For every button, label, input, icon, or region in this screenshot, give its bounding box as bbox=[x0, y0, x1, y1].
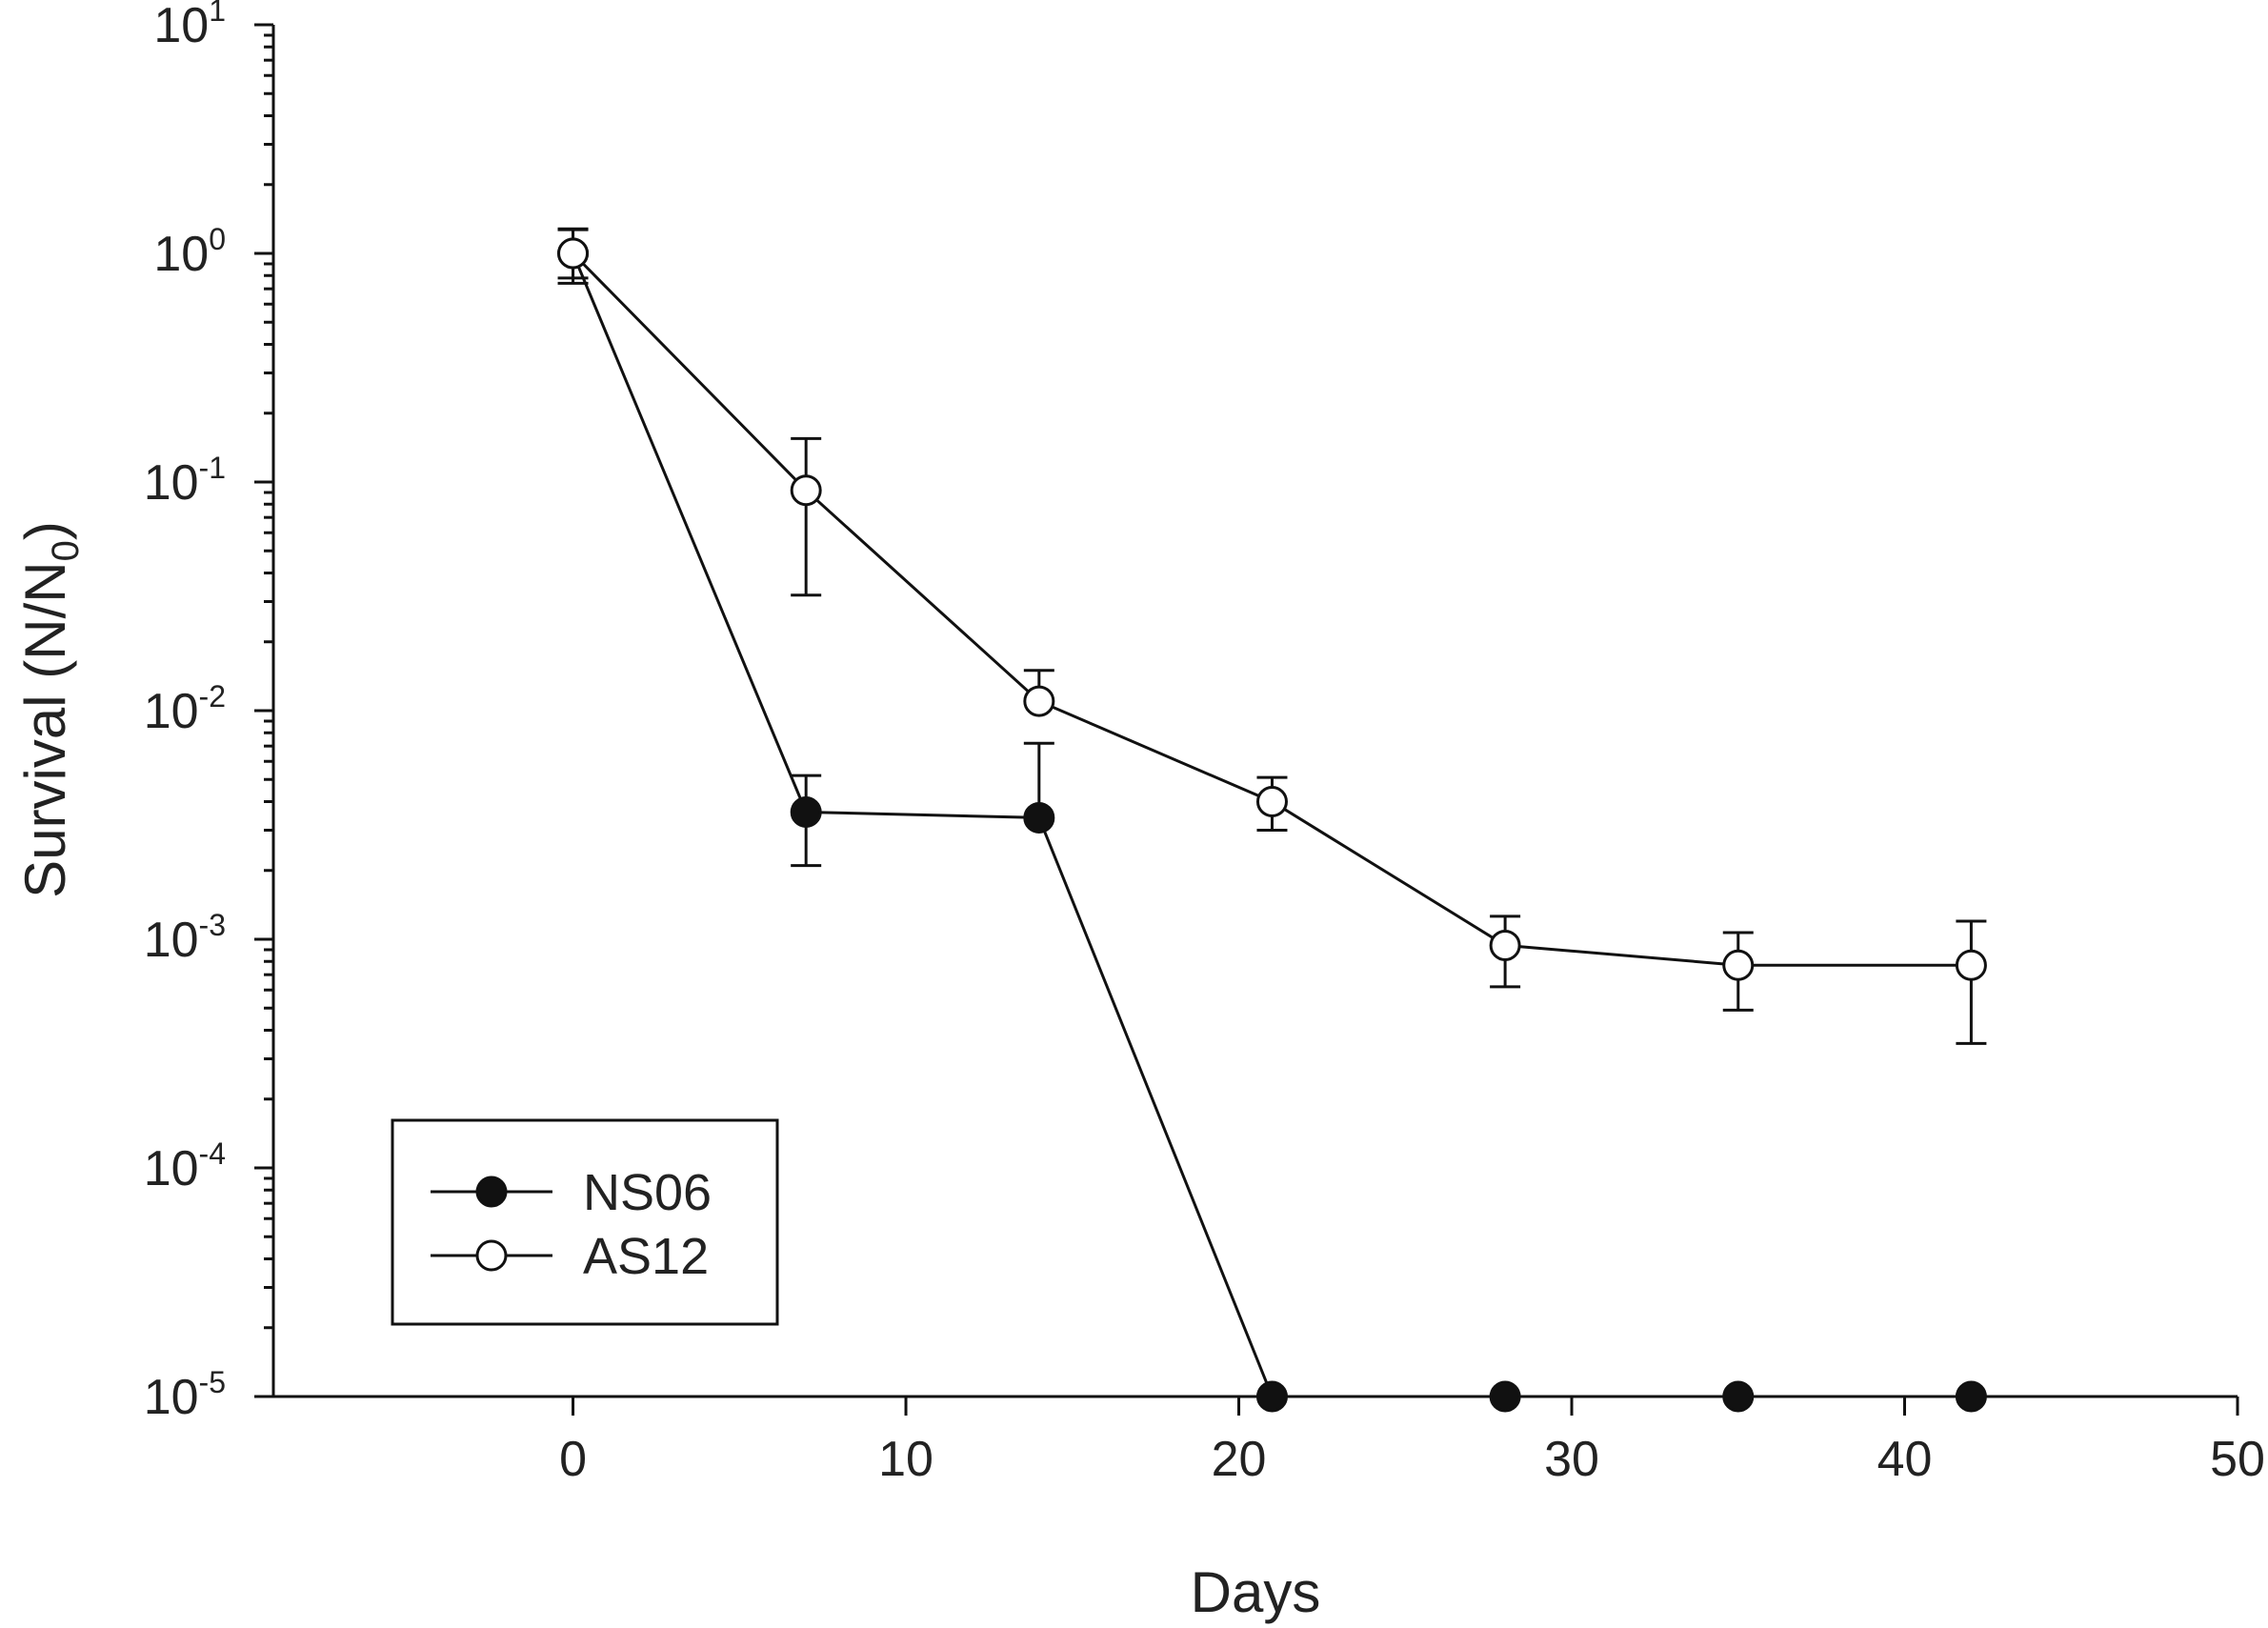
y-axis-title-subscript: 0 bbox=[45, 540, 87, 561]
y-tick-label-exponent: -2 bbox=[199, 679, 226, 714]
y-tick-label-exponent: -4 bbox=[199, 1136, 226, 1171]
x-tick-label: 0 bbox=[559, 1432, 587, 1487]
data-point-as12 bbox=[1255, 786, 1288, 818]
y-tick-label-base: 10 bbox=[153, 0, 209, 53]
y-axis-title: Survival (N/N0) bbox=[13, 521, 87, 898]
data-point-ns06 bbox=[1955, 1380, 1987, 1413]
y-tick-label: 10-5 bbox=[144, 1365, 226, 1425]
legend-marker-as12 bbox=[475, 1239, 508, 1272]
y-tick-label: 10-1 bbox=[144, 451, 226, 511]
data-point-as12 bbox=[1955, 949, 1987, 981]
legend-label-ns06: NS06 bbox=[583, 1164, 712, 1221]
data-point-ns06 bbox=[1023, 801, 1055, 834]
data-point-as12 bbox=[790, 474, 822, 507]
x-axis-title: Days bbox=[1191, 1560, 1321, 1624]
data-point-as12 bbox=[557, 237, 590, 270]
y-tick-label-exponent: -1 bbox=[199, 451, 226, 485]
data-point-as12 bbox=[1722, 949, 1755, 981]
y-tick-label-base: 10 bbox=[153, 227, 209, 282]
error-bars bbox=[557, 227, 1987, 1045]
y-tick-label-base: 10 bbox=[144, 455, 199, 511]
x-tick-label: 40 bbox=[1877, 1432, 1933, 1487]
y-tick-label-exponent: -3 bbox=[199, 908, 226, 942]
y-tick-label-exponent: -5 bbox=[199, 1365, 226, 1399]
legend-box bbox=[391, 1118, 779, 1326]
legend-label-as12: AS12 bbox=[583, 1228, 709, 1285]
y-tick-label-base: 10 bbox=[144, 1141, 199, 1196]
y-axis-title-main: Survival (N/N bbox=[13, 561, 77, 897]
y-tick-label: 101 bbox=[153, 0, 226, 53]
y-tick-label: 10-2 bbox=[144, 679, 226, 739]
y-tick-label: 10-3 bbox=[144, 908, 226, 968]
data-markers bbox=[557, 237, 1987, 1413]
legend-marker-ns06 bbox=[475, 1176, 508, 1208]
y-tick-label: 10-4 bbox=[144, 1136, 226, 1196]
y-tick-label-base: 10 bbox=[144, 684, 199, 739]
y-axis-title-close: ) bbox=[13, 521, 77, 540]
series-line-as12 bbox=[572, 251, 1972, 967]
y-tick-label-exponent: 0 bbox=[209, 222, 226, 256]
data-point-ns06 bbox=[1722, 1380, 1755, 1413]
y-tick-label: 100 bbox=[153, 222, 226, 282]
x-tick-label: 30 bbox=[1544, 1432, 1599, 1487]
data-point-as12 bbox=[1489, 929, 1521, 961]
y-tick-label-exponent: 1 bbox=[209, 0, 226, 28]
legend: NS06 AS12 bbox=[391, 1118, 779, 1326]
y-tick-label-base: 10 bbox=[144, 913, 199, 968]
data-point-ns06 bbox=[1255, 1380, 1288, 1413]
x-tick-label: 50 bbox=[2210, 1432, 2265, 1487]
x-tick-label: 10 bbox=[878, 1432, 933, 1487]
x-tick-label: 20 bbox=[1212, 1432, 1267, 1487]
y-tick-label-base: 10 bbox=[144, 1370, 199, 1425]
data-point-ns06 bbox=[1489, 1380, 1521, 1413]
data-point-as12 bbox=[1023, 685, 1055, 717]
data-point-ns06 bbox=[790, 795, 822, 828]
